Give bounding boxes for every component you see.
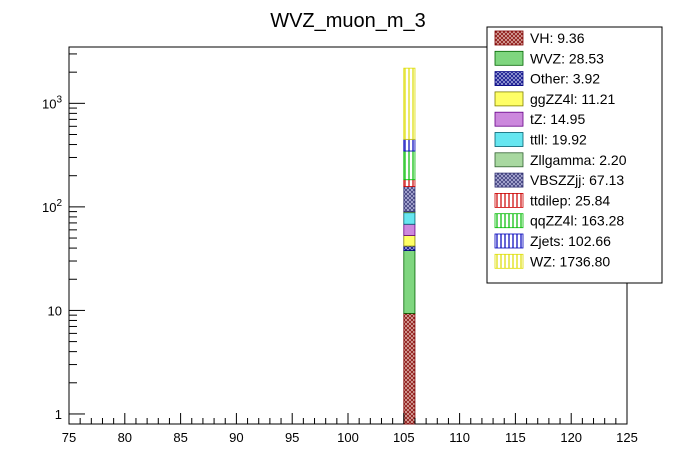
x-tick-label: 80: [118, 430, 132, 445]
chart-title: WVZ_muon_m_3: [270, 10, 426, 32]
legend-label-other: Other: 3.92: [530, 71, 600, 87]
bar-wz: [403, 67, 416, 140]
legend-swatch-ttll: [494, 132, 524, 147]
legend-swatch-wvz: [494, 50, 524, 66]
legend-label-ttll: ttll: 19.92: [530, 132, 587, 148]
legend-label-tz: tZ: 14.95: [530, 111, 585, 127]
bar-tz: [403, 223, 416, 236]
x-tick-label: 125: [616, 430, 638, 445]
legend-swatch-wz: [494, 253, 524, 269]
x-tick-label: 75: [62, 430, 76, 445]
legend-label-ttdilep: ttdilep: 25.84: [530, 192, 610, 208]
legend-label-vh: VH: 9.36: [530, 30, 585, 46]
x-tick-label: 90: [229, 430, 243, 445]
bar-ttdilep: [403, 179, 416, 187]
x-tick-label: 110: [449, 430, 470, 445]
legend-swatch-zllgamma: [494, 152, 524, 168]
stacked-bars: [403, 67, 416, 425]
bar-vbszzjj: [403, 186, 416, 212]
bar-vh: [403, 312, 416, 425]
legend-label-wvz: WVZ: 28.53: [530, 50, 604, 66]
legend-label-zllgamma: Zllgamma: 2.20: [530, 152, 627, 168]
legend-label-ggzz4l: ggZZ4l: 11.21: [530, 91, 616, 107]
legend-label-wz: WZ: 1736.80: [530, 253, 610, 269]
legend-swatch-other: [494, 71, 524, 86]
legend-swatch-vh: [494, 30, 524, 46]
x-tick-label: 120: [560, 430, 582, 445]
x-tick-label: 100: [337, 430, 359, 445]
legend-swatch-zjets: [494, 233, 524, 249]
y-tick-label: 102: [42, 198, 62, 215]
bar-ggzz4l: [403, 235, 416, 247]
x-tick-label: 105: [393, 430, 415, 445]
y-tick-label: 103: [42, 94, 62, 111]
legend-swatch-ttdilep: [494, 192, 524, 208]
bar-zjets: [403, 138, 416, 152]
bar-wvz: [403, 250, 416, 314]
legend-swatch-vbszzjj: [494, 172, 524, 188]
legend-label-zjets: Zjets: 102.66: [530, 233, 611, 249]
legend-swatch-qqzz4l: [494, 213, 524, 229]
legend: VH: 9.36 WVZ: 28.53 Other: 3.92 ggZZ4l: 11.…: [486, 26, 663, 284]
bar-ttll: [403, 212, 416, 225]
x-axis: 75 80 85 90 95 100 105 110 115 120 125: [62, 413, 638, 445]
legend-swatch-tz: [494, 111, 524, 127]
bar-other: [403, 245, 416, 251]
x-tick-label: 115: [505, 430, 526, 445]
legend-swatch-ggzz4l: [494, 91, 524, 107]
legend-label-qqzz4l: qqZZ4l: 163.28: [530, 213, 624, 229]
x-tick-label: 85: [173, 430, 187, 445]
bar-qqzz4l: [403, 150, 416, 181]
y-tick-label: 1: [55, 407, 62, 422]
x-tick-label: 95: [285, 430, 299, 445]
y-tick-label: 10: [48, 303, 62, 318]
legend-label-vbszzjj: VBSZZjj: 67.13: [530, 172, 624, 188]
y-axis: 1 10 102 103: [42, 53, 85, 422]
